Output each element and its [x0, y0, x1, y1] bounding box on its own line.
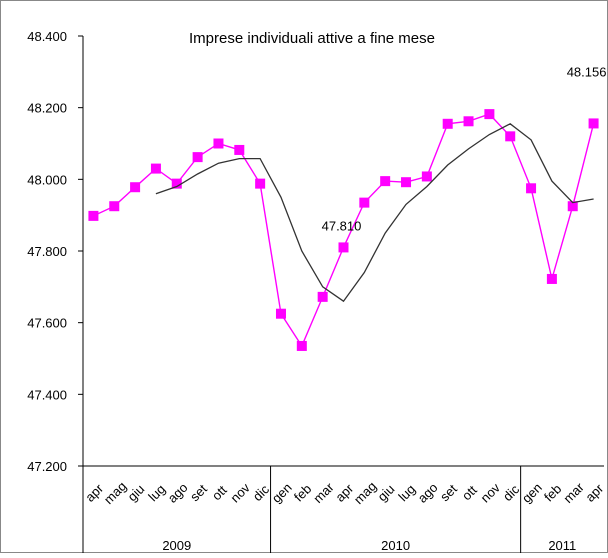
- data-point: [296, 340, 307, 351]
- series-line-moving-average: [155, 123, 594, 303]
- y-tick-label: 48.200: [27, 101, 67, 116]
- y-tick-label: 48.000: [27, 172, 67, 187]
- y-tick-label: 47.600: [27, 316, 67, 331]
- data-point: [338, 242, 349, 253]
- data-point: [171, 178, 182, 189]
- data-point: [505, 131, 516, 142]
- chart-title: Imprese individuali attive a fine mese: [189, 30, 435, 47]
- data-point: [213, 138, 224, 149]
- year-label: 2009: [162, 538, 191, 553]
- y-tick-label: 47.200: [27, 459, 67, 474]
- data-point: [484, 109, 495, 120]
- data-point: [526, 183, 537, 194]
- data-point: [380, 176, 391, 187]
- year-label: 2011: [548, 538, 576, 553]
- data-point: [234, 144, 245, 155]
- data-point: [88, 210, 99, 221]
- y-tick-label: 47.800: [27, 244, 67, 259]
- data-label: 47.810: [322, 218, 362, 233]
- data-point: [255, 178, 266, 189]
- data-point: [421, 171, 432, 182]
- y-tick-label: 48.400: [27, 29, 67, 44]
- data-point: [109, 201, 120, 212]
- data-point: [359, 197, 370, 208]
- data-point: [150, 163, 161, 174]
- data-point: [546, 273, 557, 284]
- data-point: [442, 118, 453, 129]
- data-point: [463, 116, 474, 127]
- data-point: [317, 291, 328, 302]
- data-point: [192, 152, 203, 163]
- data-point: [588, 118, 599, 129]
- year-label: 2010: [381, 538, 410, 553]
- data-point: [130, 182, 141, 193]
- data-point: [401, 177, 412, 188]
- data-label: 48.156: [567, 64, 607, 79]
- data-point: [567, 201, 578, 212]
- data-point: [275, 308, 286, 319]
- y-tick-label: 47.400: [27, 387, 67, 402]
